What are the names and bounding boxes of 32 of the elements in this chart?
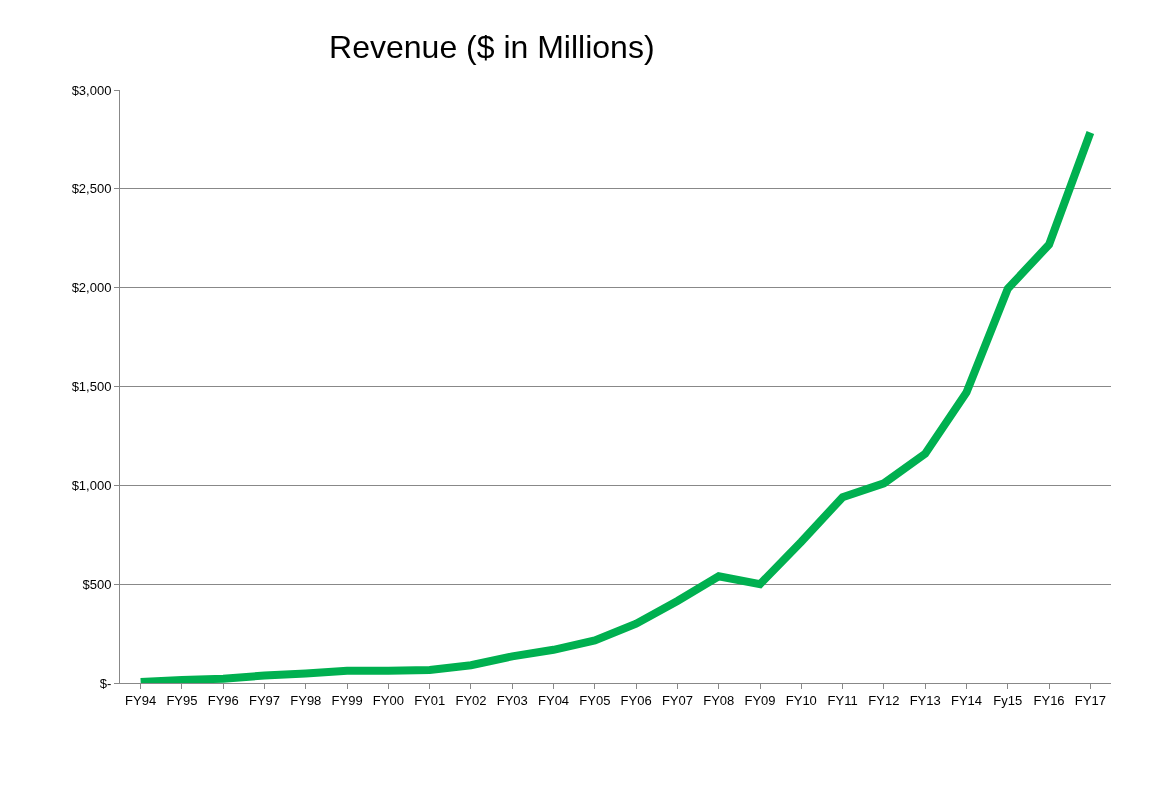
x-tick-label: FY00 [372, 692, 404, 708]
x-tick-label: FY16 [1033, 692, 1065, 708]
x-tick-label: Fy15 [993, 692, 1023, 708]
x-tick-label: FY98 [290, 692, 322, 708]
x-tick-label: FY14 [950, 692, 983, 708]
x-tick-label: FY10 [785, 692, 817, 708]
x-tick-label: FY01 [414, 692, 446, 708]
x-tick-label: FY08 [703, 692, 735, 708]
x-tick-label: FY05 [579, 692, 611, 708]
x-tick-label: FY96 [207, 692, 239, 708]
x-tick-label: FY02 [455, 692, 487, 708]
x-tick-label: FY94 [125, 692, 157, 708]
x-tick-label: FY95 [166, 692, 198, 708]
y-tick-label: $500 [82, 576, 112, 592]
x-tick-label: FY07 [661, 692, 693, 708]
x-tick-label: FY04 [538, 692, 570, 708]
x-tick-label: FY17 [1074, 692, 1106, 708]
x-tick-label: FY97 [248, 692, 281, 708]
y-tick-label: $- [99, 675, 112, 691]
y-tick-label: $1,500 [71, 379, 112, 395]
x-tick-label: FY99 [331, 692, 363, 708]
chart-title: Revenue ($ in Millions) [329, 29, 655, 66]
x-tick-label: FY11 [827, 692, 858, 708]
x-tick-label: FY12 [868, 692, 900, 708]
y-tick-label: $1,000 [71, 477, 112, 493]
y-tick-label: $2,000 [71, 280, 112, 296]
x-tick-label: FY13 [909, 692, 941, 708]
y-tick-label: $3,000 [71, 82, 112, 98]
y-tick-label: $2,500 [71, 181, 112, 197]
x-tick-label: FY06 [620, 692, 652, 708]
x-tick-label: FY03 [496, 692, 528, 708]
x-tick-label: FY09 [744, 692, 776, 708]
